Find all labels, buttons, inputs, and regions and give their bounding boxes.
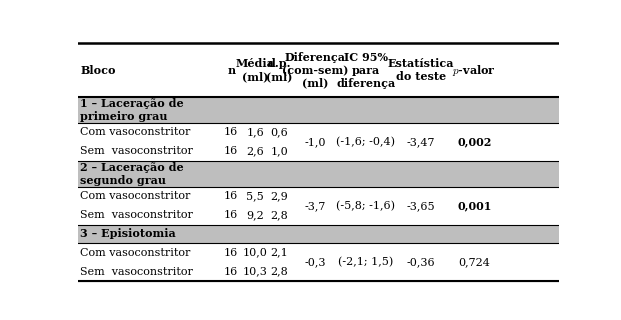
Text: n: n <box>227 65 235 76</box>
Bar <box>78 243 559 262</box>
Text: 16: 16 <box>224 210 238 220</box>
Text: 2,6: 2,6 <box>247 147 264 156</box>
Text: 5,5: 5,5 <box>247 191 264 201</box>
Text: -0,36: -0,36 <box>407 257 435 267</box>
Text: -0,3: -0,3 <box>305 257 326 267</box>
Text: IC 95%
para
diferença: IC 95% para diferença <box>337 52 396 89</box>
Text: Média
(ml): Média (ml) <box>236 58 274 82</box>
Text: 16: 16 <box>224 267 238 276</box>
Text: 16: 16 <box>224 248 238 258</box>
Text: 16: 16 <box>224 127 238 138</box>
Text: Bloco: Bloco <box>80 65 116 76</box>
Text: 10,3: 10,3 <box>243 267 268 276</box>
Text: 2,8: 2,8 <box>270 210 288 220</box>
Text: Estatística
do teste: Estatística do teste <box>388 58 455 82</box>
Text: 3 – Episiotomia: 3 – Episiotomia <box>80 228 176 239</box>
Bar <box>78 262 559 281</box>
Text: Diferença
(com-sem)
(ml): Diferença (com-sem) (ml) <box>282 52 348 89</box>
Text: 10,0: 10,0 <box>243 248 268 258</box>
Text: Sem  vasoconstritor: Sem vasoconstritor <box>80 267 193 276</box>
Bar <box>78 206 559 225</box>
Bar <box>78 187 559 206</box>
Bar <box>78 123 559 142</box>
Text: Com vasoconstritor: Com vasoconstritor <box>80 127 191 138</box>
Text: Com vasoconstritor: Com vasoconstritor <box>80 248 191 258</box>
Bar <box>78 97 559 123</box>
Text: 9,2: 9,2 <box>247 210 264 220</box>
Text: 2,9: 2,9 <box>270 191 288 201</box>
Text: 1,0: 1,0 <box>270 147 288 156</box>
Text: -3,47: -3,47 <box>407 137 435 147</box>
Text: 2,8: 2,8 <box>270 267 288 276</box>
Bar <box>78 225 559 243</box>
Text: (-1,6; -0,4): (-1,6; -0,4) <box>337 137 396 147</box>
Text: 1,6: 1,6 <box>247 127 264 138</box>
Text: Com vasoconstritor: Com vasoconstritor <box>80 191 191 201</box>
Bar <box>78 161 559 187</box>
Text: d.p.
(ml): d.p. (ml) <box>266 58 292 82</box>
Text: $p$-valor: $p$-valor <box>452 63 496 78</box>
Text: 2 – Laceração de
segundo grau: 2 – Laceração de segundo grau <box>80 162 184 186</box>
Text: -1,0: -1,0 <box>305 137 326 147</box>
Bar <box>78 43 559 97</box>
Text: -3,7: -3,7 <box>305 201 326 211</box>
Text: (-5,8; -1,6): (-5,8; -1,6) <box>337 201 396 211</box>
Text: 0,001: 0,001 <box>457 200 491 211</box>
Text: 16: 16 <box>224 191 238 201</box>
Text: 2,1: 2,1 <box>270 248 288 258</box>
Text: 0,6: 0,6 <box>270 127 288 138</box>
Text: (-2,1; 1,5): (-2,1; 1,5) <box>338 257 394 267</box>
Text: 0,002: 0,002 <box>457 137 491 148</box>
Bar <box>78 142 559 161</box>
Text: Sem  vasoconstritor: Sem vasoconstritor <box>80 147 193 156</box>
Text: 16: 16 <box>224 147 238 156</box>
Text: -3,65: -3,65 <box>407 201 435 211</box>
Text: 0,724: 0,724 <box>458 257 490 267</box>
Text: Sem  vasoconstritor: Sem vasoconstritor <box>80 210 193 220</box>
Text: 1 – Laceração de
primeiro grau: 1 – Laceração de primeiro grau <box>80 98 184 123</box>
